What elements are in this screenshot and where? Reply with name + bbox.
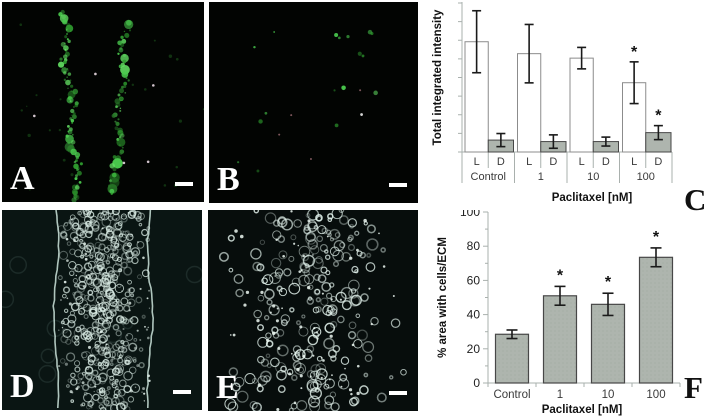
panel-label-a: A	[10, 160, 35, 197]
micrograph-image-e	[208, 210, 418, 411]
micrograph-image-b	[209, 2, 418, 203]
y-axis-title: Total integrated intensity	[432, 9, 444, 145]
bar-chart-area-with-cells: 0 20 40 60 80 100 Control * 1 * 10 * 100 Paclitaxel […	[437, 210, 681, 416]
micrograph-panel-e: E	[208, 210, 418, 411]
chart-panel-c: L D Control L D 1 L D 10 * L * D 100 Paclitaxel [nM] To…	[430, 0, 712, 215]
subcategory-label: D	[654, 156, 662, 168]
scale-bar-b	[389, 183, 407, 187]
category-label: 10	[587, 171, 599, 183]
panel-label-e: E	[216, 369, 239, 406]
x-axis-title: Paclitaxel [nM]	[552, 192, 633, 204]
subcategory-label: D	[549, 156, 557, 168]
subcategory-label: D	[497, 156, 505, 168]
x-axis-title: Paclitaxel [nM]	[542, 404, 623, 416]
chart-panel-f: 0 20 40 60 80 100 Control * 1 * 10 * 100 Paclitaxel […	[430, 210, 712, 419]
y-tick-label: 80	[467, 239, 481, 253]
significance-star: *	[605, 274, 612, 291]
subcategory-label: L	[579, 156, 585, 168]
panel-label-f: F	[684, 370, 703, 405]
y-tick-label: 60	[467, 273, 481, 287]
scale-bar-d	[173, 390, 191, 394]
panel-label-c: C	[684, 182, 707, 217]
micrograph-panel-a: A	[2, 2, 204, 202]
micrograph-image-d	[2, 210, 202, 410]
significance-star: *	[631, 44, 638, 61]
category-label: 100	[637, 171, 655, 183]
category-label: 10	[602, 389, 615, 401]
micrograph-image-a	[2, 2, 204, 202]
significance-star: *	[653, 229, 660, 246]
micrograph-panel-b: B	[209, 2, 418, 203]
panel-label-b: B	[217, 161, 240, 198]
significance-star: *	[655, 108, 662, 125]
y-tick-label: 20	[467, 342, 481, 356]
y-tick-label: 40	[467, 308, 481, 322]
category-label: Control	[493, 389, 530, 401]
scale-bar-e	[389, 391, 407, 395]
subcategory-label: L	[631, 156, 637, 168]
subcategory-label: D	[602, 156, 610, 168]
category-label: 1	[538, 171, 544, 183]
category-label: Control	[471, 171, 506, 183]
scale-bar-a	[175, 182, 193, 186]
subcategory-label: L	[474, 156, 480, 168]
micrograph-panel-d: D	[2, 210, 202, 410]
y-axis-title: % area with cells/ECM	[437, 237, 449, 358]
category-label: 1	[557, 389, 563, 401]
panel-label-d: D	[10, 368, 35, 405]
category-label: 100	[646, 389, 665, 401]
significance-star: *	[557, 267, 564, 284]
subcategory-label: L	[526, 156, 532, 168]
y-tick-label: 0	[473, 376, 480, 390]
y-tick-label: 100	[460, 210, 480, 219]
